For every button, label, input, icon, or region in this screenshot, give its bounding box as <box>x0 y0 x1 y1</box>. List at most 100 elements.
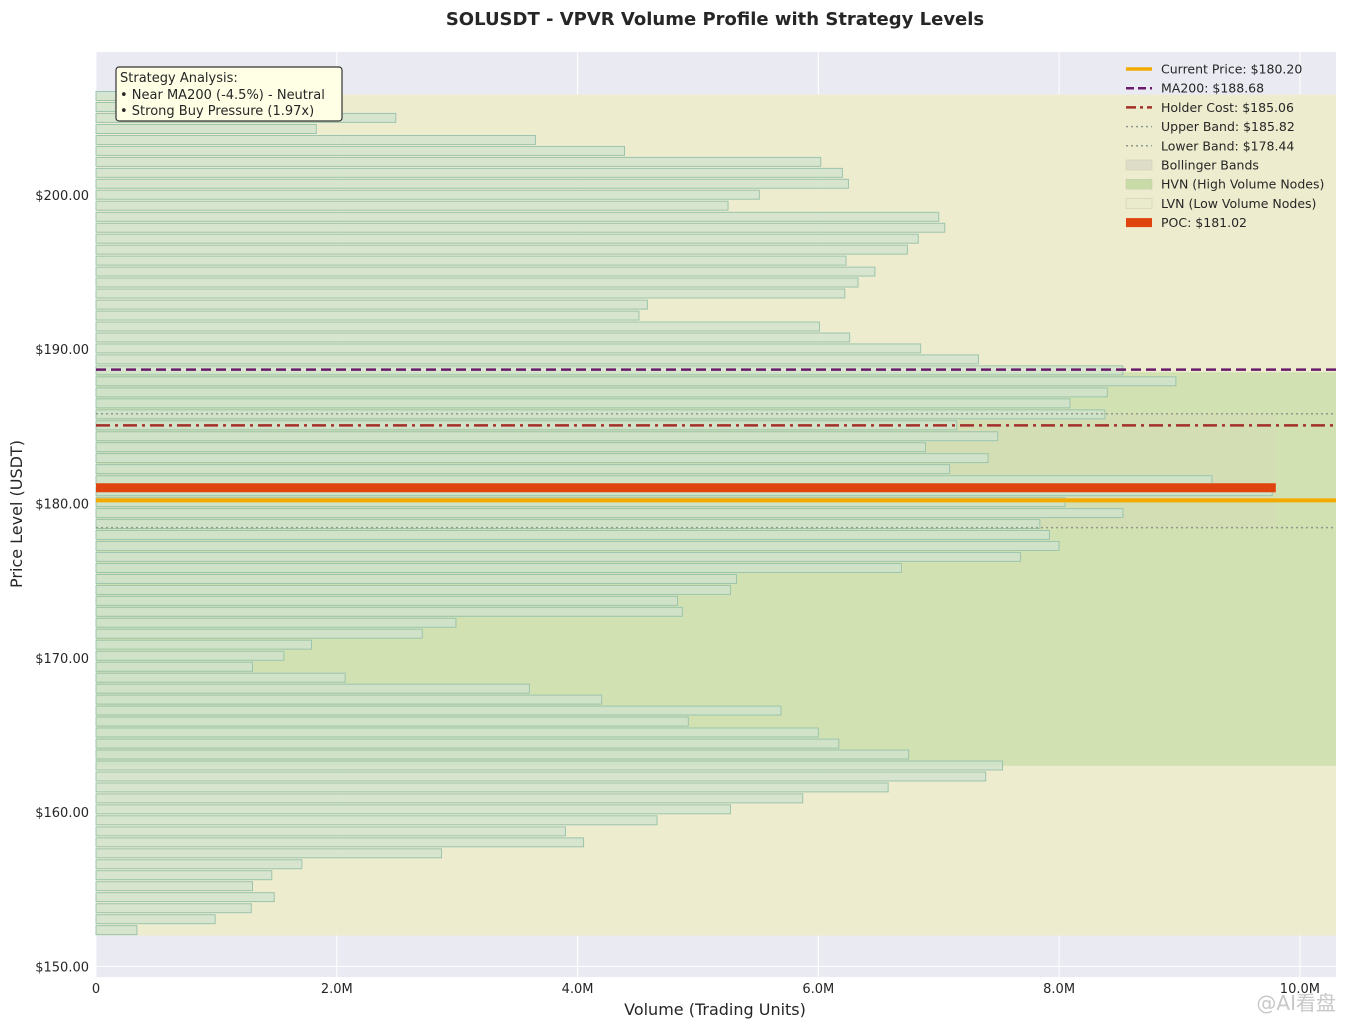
legend-label: HVN (High Volume Nodes) <box>1161 177 1324 192</box>
volume-bar <box>95 892 275 903</box>
volume-bar <box>95 343 922 354</box>
annotation-line-2: • Near MA200 (-4.5%) - Neutral <box>120 88 325 103</box>
volume-bar <box>95 639 312 650</box>
volume-bar <box>95 189 760 200</box>
volume-bar <box>95 738 840 749</box>
volume-bar <box>95 595 678 606</box>
volume-bar <box>95 529 1050 540</box>
x-tick-label: 8.0M <box>1043 982 1075 997</box>
legend-swatch <box>1125 198 1153 209</box>
volume-bar <box>95 573 737 584</box>
x-tick-label: 2.0M <box>321 982 353 997</box>
volume-bar <box>95 124 317 134</box>
y-tick-label: $190.00 <box>35 343 89 358</box>
volume-bar <box>95 134 536 145</box>
volume-bar <box>95 760 1004 771</box>
x-tick-label: 6.0M <box>802 982 834 997</box>
volume-bar <box>95 782 889 793</box>
volume-bar <box>95 442 926 453</box>
volume-bar <box>95 650 285 661</box>
legend-item-lower_band: Lower Band: $178.44 <box>1126 138 1294 153</box>
volume-bar <box>95 683 530 694</box>
volume-bar <box>95 244 908 255</box>
y-axis-label: Price Level (USDT) <box>7 440 26 588</box>
y-tick-label: $150.00 <box>35 960 89 975</box>
volume-bar <box>95 716 689 727</box>
x-tick-label: 0 <box>92 982 100 997</box>
annotation-line-1: Strategy Analysis: <box>120 71 238 86</box>
y-tick-label: $160.00 <box>35 806 89 821</box>
legend-label: Lower Band: $178.44 <box>1161 138 1294 153</box>
volume-bar <box>95 354 979 365</box>
legend-item-ma200: MA200: $188.68 <box>1126 81 1264 96</box>
volume-bar <box>95 617 457 628</box>
volume-bar <box>95 519 1041 529</box>
volume-bar <box>95 870 273 881</box>
volume-bar <box>95 178 849 189</box>
volume-bar <box>95 793 804 804</box>
volume-bar <box>95 431 999 442</box>
volume-bar <box>95 266 876 277</box>
legend-item-hvn: HVN (High Volume Nodes) <box>1125 177 1324 192</box>
volume-bar <box>95 826 567 837</box>
volume-bar <box>95 694 603 705</box>
volume-bar <box>95 551 1022 562</box>
strategy-analysis-box: Strategy Analysis: • Near MA200 (-4.5%) … <box>115 66 343 122</box>
y-axis-ticks: $150.00 $160.00 $170.00 $180.00 $190.00 $200.… <box>35 189 89 976</box>
volume-bar <box>95 310 640 321</box>
watermark: @AI看盘 <box>1256 991 1336 1015</box>
y-tick-label: $200.00 <box>35 189 89 204</box>
volume-bar <box>95 771 987 782</box>
volume-bar <box>95 628 423 639</box>
annotation-frame <box>115 66 343 122</box>
x-axis-ticks: 0 2.0M 4.0M 6.0M 8.0M 10.0M <box>92 982 1320 997</box>
volume-bar <box>95 211 940 222</box>
volume-bar <box>95 145 626 156</box>
poc-bar <box>96 483 1276 493</box>
volume-bar <box>95 804 731 815</box>
volume-bar <box>95 661 254 672</box>
volume-bar <box>95 881 254 892</box>
legend-item-holder_cost: Holder Cost: $185.06 <box>1126 100 1294 115</box>
volume-bar <box>95 376 1177 387</box>
legend-swatch <box>1126 218 1152 228</box>
volume-bar <box>95 606 683 617</box>
volume-bar <box>95 233 919 244</box>
volume-bar <box>95 815 658 826</box>
y-tick-label: $170.00 <box>35 652 89 667</box>
chart-title: SOLUSDT - VPVR Volume Profile with Strat… <box>446 9 984 30</box>
legend-label: Current Price: $180.20 <box>1161 62 1302 77</box>
volume-bar <box>95 288 846 299</box>
volume-bar <box>95 156 822 167</box>
legend-item-upper_band: Upper Band: $185.82 <box>1126 119 1295 134</box>
x-axis-label: Volume (Trading Units) <box>624 1000 806 1019</box>
legend-swatch <box>1125 159 1153 171</box>
volume-bar <box>95 398 1071 409</box>
volume-bar <box>95 903 252 914</box>
legend-item-bollinger: Bollinger Bands <box>1125 158 1259 173</box>
legend: Current Price: $180.20 MA200: $188.68 Hold… <box>1125 62 1324 230</box>
strategy-level-lines <box>96 368 1336 529</box>
volume-bar <box>95 584 731 595</box>
volume-bar <box>95 563 902 573</box>
volume-bar <box>95 925 138 936</box>
volume-bar <box>95 859 303 870</box>
volume-bar <box>95 727 819 738</box>
legend-label: Upper Band: $185.82 <box>1161 119 1295 134</box>
volume-bar <box>95 914 216 925</box>
volume-bar <box>95 332 851 343</box>
legend-label: Bollinger Bands <box>1161 158 1259 173</box>
legend-item-current_price: Current Price: $180.20 <box>1126 62 1302 77</box>
legend-label: LVN (Low Volume Nodes) <box>1161 196 1316 211</box>
volume-bar <box>95 540 1060 551</box>
x-tick-label: 10.0M <box>1280 982 1320 997</box>
annotation-line-3: • Strong Buy Pressure (1.97x) <box>120 104 314 119</box>
volume-bar <box>95 672 346 683</box>
volume-bar <box>95 508 1124 519</box>
legend-item-poc: POC: $181.02 <box>1126 215 1247 230</box>
volume-bar <box>95 222 946 233</box>
legend-label: MA200: $188.68 <box>1161 81 1264 96</box>
legend-swatch <box>1125 178 1153 190</box>
volume-bar <box>95 837 585 848</box>
